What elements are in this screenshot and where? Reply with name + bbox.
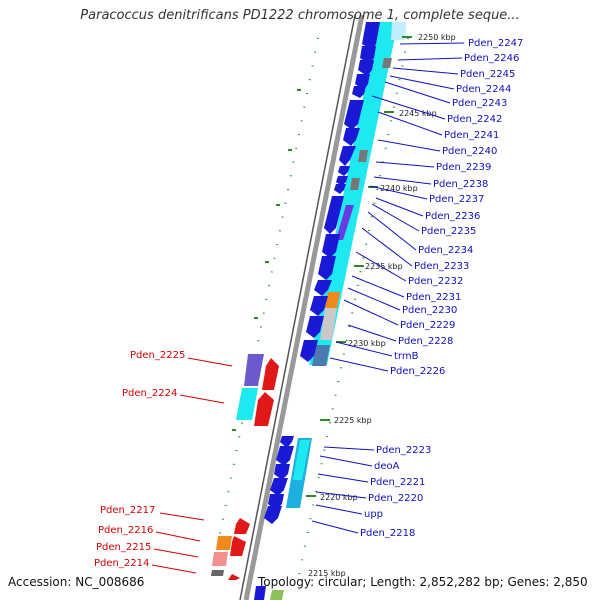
accession-text: Accession: NC_008686 <box>8 575 145 589</box>
gene-label: Pden_2247 <box>468 38 523 49</box>
gene-labels-left: Pden_2225 Pden_2224 Pden_2217 Pden_2216 … <box>94 350 185 569</box>
gene-label: Pden_2237 <box>429 194 484 205</box>
gene-label: Pden_2229 <box>400 320 455 331</box>
tick-label: 2220 kbp <box>320 493 358 502</box>
gene-label: upp <box>364 509 383 520</box>
gene-label: Pden_2214 <box>94 558 149 569</box>
gene-label: Pden_2230 <box>402 305 457 316</box>
gene-label: Pden_2228 <box>398 336 453 347</box>
gene-label: Pden_2218 <box>360 528 415 539</box>
gene-label: Pden_2215 <box>96 542 151 553</box>
gene-label: Pden_2224 <box>122 388 177 399</box>
gene-label: Pden_2236 <box>425 211 480 222</box>
gene-label: Pden_2244 <box>456 84 511 95</box>
reverse-genes <box>211 354 279 580</box>
gene-label: Pden_2242 <box>447 114 502 125</box>
forward-genes-upper <box>300 22 380 362</box>
tick-label: 2230 kbp <box>348 339 386 348</box>
gene-label: Pden_2241 <box>444 130 499 141</box>
tick-label: 2225 kbp <box>334 416 372 425</box>
tick-label: 2240 kbp <box>380 184 418 193</box>
gene-label: Pden_2232 <box>408 276 463 287</box>
gene-label: Pden_2226 <box>390 366 445 377</box>
gene-label: deoA <box>374 461 400 472</box>
summary-text: Topology: circular; Length: 2,852,282 bp… <box>258 575 588 589</box>
left-leader-lines <box>151 357 233 574</box>
map-title: Paracoccus denitrificans PD1222 chromoso… <box>80 8 520 23</box>
gene-label: Pden_2243 <box>452 98 507 109</box>
gene-label: Pden_2221 <box>370 477 425 488</box>
gene-labels-right: Pden_2247 Pden_2246 Pden_2245 Pden_2244 … <box>360 38 523 539</box>
gene-label: Pden_2240 <box>442 146 497 157</box>
gene-label: Pden_2233 <box>414 261 469 272</box>
tick-label: 2215 kbp <box>308 569 346 578</box>
right-leader-lines <box>311 42 465 534</box>
tick-label: 2245 kbp <box>399 109 437 118</box>
gene-label: Pden_2220 <box>368 493 423 504</box>
gene-label: Pden_2234 <box>418 245 473 256</box>
gene-label: Pden_2245 <box>460 69 515 80</box>
tick-label: 2250 kbp <box>418 33 456 42</box>
gene-label: Pden_2239 <box>436 162 491 173</box>
gene-label: Pden_2217 <box>100 505 155 516</box>
gene-label: Pden_2223 <box>376 445 431 456</box>
gene-label: Pden_2246 <box>464 53 519 64</box>
cog-band-upper <box>309 22 406 366</box>
gene-label: Pden_2231 <box>406 292 461 303</box>
gene-label: Pden_2238 <box>433 179 488 190</box>
gene-label: Pden_2225 <box>130 350 185 361</box>
forward-genes-lower <box>264 436 294 524</box>
gene-label: Pden_2216 <box>98 525 153 536</box>
tick-marks-left <box>232 89 301 431</box>
bottom-partial-features <box>254 586 284 600</box>
gene-label: Pden_2235 <box>421 226 476 237</box>
gene-label: trmB <box>394 351 419 362</box>
tick-label: 2235 kbp <box>365 262 403 271</box>
chromosome-backbone <box>239 14 365 600</box>
cog-band-lower <box>286 438 312 508</box>
